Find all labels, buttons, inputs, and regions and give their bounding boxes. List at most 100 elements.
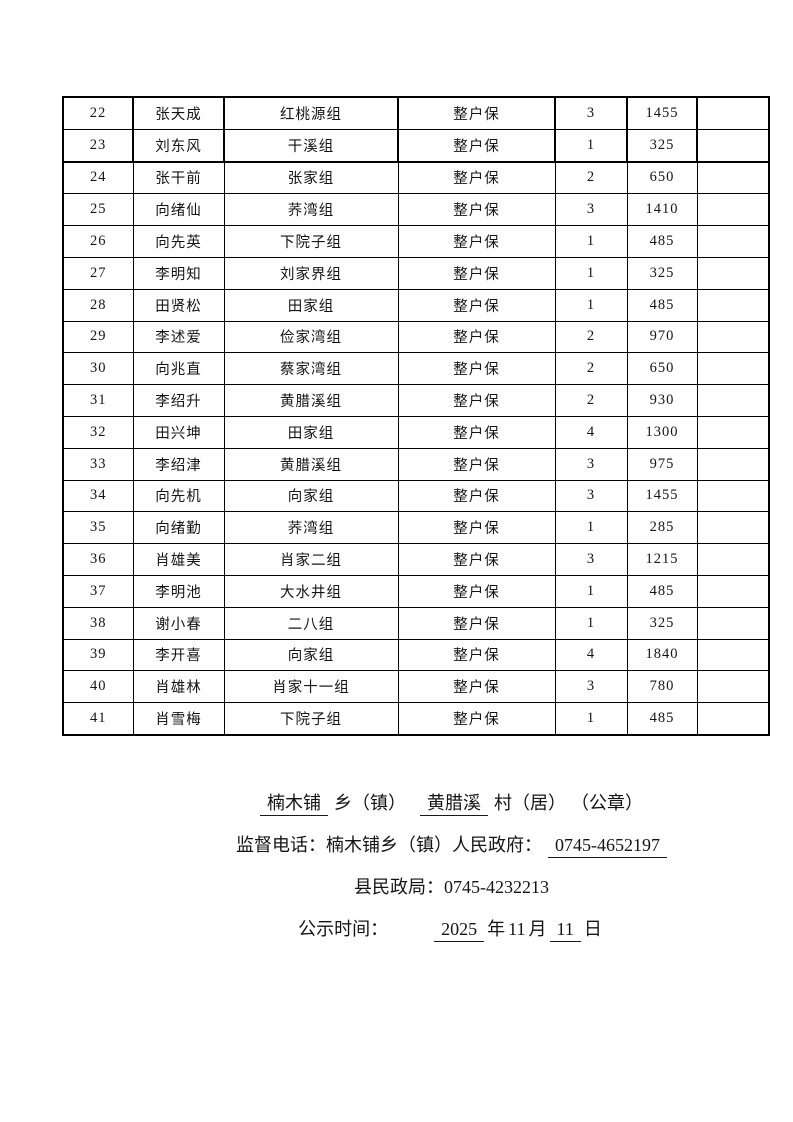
table-row: 33 李绍津 黄腊溪组 整户保 3 975 [62,447,770,481]
table-cell: 4 [554,415,628,449]
table-cell: 张天成 [132,96,225,130]
table-cell: 黄腊溪组 [223,447,399,481]
table-cell: 35 [62,511,134,545]
table-cell: 整户保 [397,384,556,417]
table-row: 41 肖雪梅 下院子组 整户保 1 485 [62,702,770,736]
table-cell: 485 [626,225,698,258]
table-cell: 向绪勤 [132,511,225,545]
table-cell [696,638,770,672]
table-cell: 3 [554,96,628,130]
table-cell: 李述爱 [132,320,225,354]
table-cell [696,161,770,195]
table-cell: 整户保 [397,193,556,227]
table-cell: 27 [62,256,134,290]
table-cell: 田贤松 [132,288,225,322]
table-cell: 1215 [626,543,698,576]
table-cell: 37 [62,574,134,608]
village-name: 黄腊溪 [420,793,488,816]
table-cell: 整户保 [397,447,556,481]
table-cell: 整户保 [397,606,556,640]
table-cell: 刘东风 [132,128,225,163]
civil-affairs-phone: 0745-4232213 [444,877,549,897]
publicity-day: 11 [549,919,581,942]
table-cell [696,543,770,576]
publicity-date-label: 公示时间： [298,919,389,939]
table-cell: 整户保 [397,225,556,258]
table-cell: 325 [626,256,698,290]
table-row: 30 向兆直 蔡家湾组 整户保 2 650 [62,352,770,386]
table-cell: 向家组 [223,479,399,513]
table-cell: 325 [626,128,698,163]
table-cell [696,225,770,258]
table-cell: 刘家界组 [223,256,399,290]
table-cell: 1 [554,225,628,258]
table-cell [696,702,770,736]
table-cell: 1840 [626,638,698,672]
table-cell: 25 [62,193,134,227]
table-cell: 红桃源组 [223,96,399,130]
table-cell: 32 [62,415,134,449]
table-body: 22 张天成 红桃源组 整户保 3 1455 23 刘东风 干溪组 整户保 1 325 24 张干前 张家组… [62,96,770,736]
village-label: 村（居） [494,793,566,813]
publicity-date-line: 公示时间： 2025 年 11 月 11 日 [110,908,793,950]
table-cell: 22 [62,96,134,130]
table-cell: 930 [626,384,698,417]
supervision-phone-label: 监督电话：楠木铺乡（镇）人民政府： [236,835,542,855]
table-cell: 40 [62,670,134,704]
table-row: 28 田贤松 田家组 整户保 1 485 [62,288,770,322]
table-cell: 1455 [626,479,698,513]
table-cell [696,606,770,640]
table-row: 40 肖雄林 肖家十一组 整户保 3 780 [62,670,770,704]
table-cell: 干溪组 [223,128,399,163]
civil-affairs-phone-line: 县民政局：0745-4232213 [110,866,793,908]
table-cell: 李绍津 [132,447,225,481]
township-name: 楠木铺 [260,793,328,816]
table-cell: 整户保 [397,96,556,130]
signature-line: 楠木铺 乡（镇） 黄腊溪 村（居） （公章） [110,782,793,824]
table-cell [696,447,770,481]
table-cell: 285 [626,511,698,545]
table-row: 22 张天成 红桃源组 整户保 3 1455 [62,96,770,130]
table-cell [696,415,770,449]
table-cell: 1 [554,606,628,640]
table-cell [696,96,770,130]
table-cell [696,320,770,354]
table-cell: 整户保 [397,352,556,386]
table-cell: 650 [626,161,698,195]
table-cell [696,128,770,163]
table-cell: 二八组 [223,606,399,640]
table-cell: 325 [626,606,698,640]
table-cell: 张干前 [132,161,225,195]
table-cell [696,352,770,386]
table-cell: 23 [62,128,134,163]
table-cell: 向先英 [132,225,225,258]
table-row: 35 向绪勤 荞湾组 整户保 1 285 [62,511,770,545]
table-cell: 780 [626,670,698,704]
table-cell: 肖家十一组 [223,670,399,704]
table-cell: 1 [554,511,628,545]
table-cell: 26 [62,225,134,258]
table-cell: 整户保 [397,543,556,576]
table-cell: 田家组 [223,288,399,322]
table-cell: 整户保 [397,670,556,704]
table-cell: 3 [554,479,628,513]
table-cell [696,256,770,290]
table-cell: 1410 [626,193,698,227]
table-cell: 向家组 [223,638,399,672]
table-cell: 485 [626,288,698,322]
table-cell: 970 [626,320,698,354]
table-cell: 33 [62,447,134,481]
table-cell: 下院子组 [223,225,399,258]
supervision-phone-line: 监督电话：楠木铺乡（镇）人民政府： 0745-4652197 [110,824,793,866]
table-cell: 肖雄美 [132,543,225,576]
table-cell: 谢小春 [132,606,225,640]
table-cell: 29 [62,320,134,354]
table-cell: 1 [554,574,628,608]
table-cell: 28 [62,288,134,322]
table-cell: 整户保 [397,479,556,513]
table-cell: 1 [554,256,628,290]
table-row: 27 李明知 刘家界组 整户保 1 325 [62,256,770,290]
table-cell: 2 [554,161,628,195]
table-cell: 485 [626,574,698,608]
table-row: 25 向绪仙 荞湾组 整户保 3 1410 [62,193,770,227]
